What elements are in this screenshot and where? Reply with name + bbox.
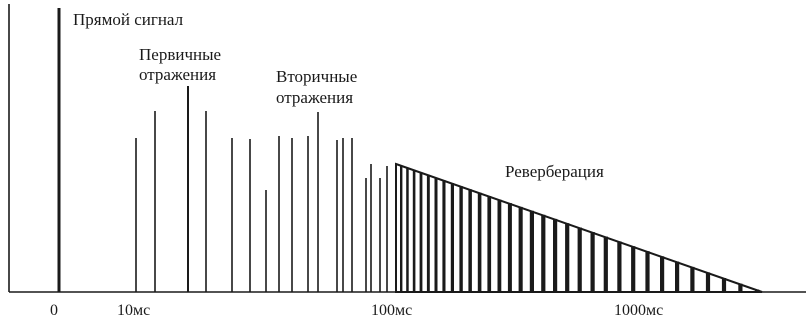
direct-signal-label: Прямой сигнал [73, 10, 184, 29]
reverberation-bar [468, 189, 472, 292]
reverberation-bar [617, 241, 622, 292]
reverberation-bar [565, 223, 570, 292]
reverberation-bar [721, 278, 727, 292]
reverberation-bar [690, 266, 695, 292]
reverberation-bar [705, 272, 711, 292]
reverberation-bar [541, 214, 546, 292]
reverberation-bar [660, 256, 665, 292]
reverberation-bar [603, 236, 608, 292]
tick-label: 100мс [371, 302, 412, 319]
late-reflections [265, 112, 388, 292]
reverberation-bar [412, 169, 416, 292]
reverberation-bar [631, 246, 636, 292]
reverberation-tail [395, 162, 763, 293]
reverberation-bar [675, 261, 680, 292]
reverberation-bar [406, 167, 409, 292]
reverberation-bar [459, 186, 463, 292]
reverberation-bar [434, 177, 438, 292]
reverberation-bar [590, 232, 595, 292]
reverberation-bar [442, 180, 446, 292]
reverberation-bar [645, 251, 650, 292]
reverberation-bar [477, 192, 482, 292]
late-reflections-label-line1: Вторичные [276, 67, 357, 86]
reverberation-bar [507, 203, 512, 292]
reverberation-bar [755, 289, 760, 292]
reverberation-bar [450, 183, 454, 292]
early-reflections [135, 86, 251, 292]
late-reflections-label-line2: отражения [276, 88, 353, 107]
tick-label: 10мс [117, 302, 150, 319]
early-reflections-label-line2: отражения [139, 65, 216, 84]
reverberation-bar [497, 199, 502, 292]
reverberation-bar [738, 283, 743, 292]
reverberation-bar [426, 174, 430, 292]
reverberation-bar [518, 206, 523, 292]
reverberation-bar [487, 196, 492, 292]
reverberation-bar [419, 172, 423, 292]
reverberation-bar [529, 210, 534, 292]
tick-label: 0 [50, 302, 58, 319]
reverberation-bar [577, 227, 582, 292]
reverberation-bar [553, 218, 558, 292]
early-reflections-label-line1: Первичные [139, 45, 221, 64]
reverberation-label: Реверберация [505, 162, 604, 181]
reverberation-bar [400, 165, 403, 292]
tick-label: 1000мс [614, 302, 663, 319]
